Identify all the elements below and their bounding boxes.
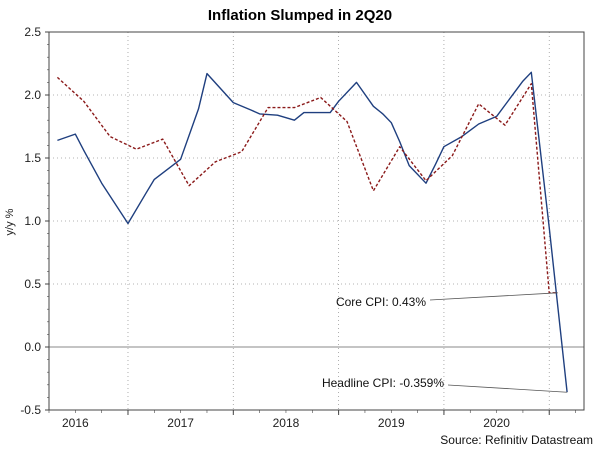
y-tick-label: 0.0: [24, 340, 41, 354]
annotations: Core CPI: 0.43% Headline CPI: -0.359%: [322, 292, 568, 393]
x-tick-label: 2017: [167, 416, 194, 430]
headline-cpi-annotation: Headline CPI: -0.359%: [322, 376, 444, 390]
y-axis-label: y/y %: [4, 208, 16, 235]
source-note: Source: Refinitiv Datastream: [440, 433, 593, 447]
core-cpi-annotation-leader: [429, 292, 558, 301]
headline-cpi-line: [57, 71, 568, 393]
x-tick-label: 2020: [483, 416, 510, 430]
x-tick-label: 2018: [273, 416, 300, 430]
x-axis-ticks: 2016 2017 2018 2019 2020: [48, 410, 576, 430]
y-tick-label: -0.5: [20, 403, 41, 417]
chart-title: Inflation Slumped in 2Q20: [208, 7, 392, 24]
y-tick-label: 1.5: [24, 151, 41, 165]
y-axis-ticks: 2.5 2.0 1.5 1.0 0.5 0.0 -0.5: [20, 25, 49, 417]
core-cpi-annotation: Core CPI: 0.43%: [336, 295, 426, 309]
y-tick-label: 2.0: [24, 88, 41, 102]
x-tick-label: 2016: [62, 416, 89, 430]
headline-cpi-annotation-leader: [447, 384, 568, 393]
series-lines: [56, 71, 568, 393]
y-tick-label: 0.5: [24, 277, 41, 291]
x-tick-label: 2019: [378, 416, 405, 430]
y-tick-label: 2.5: [24, 25, 41, 39]
core-cpi-line: [56, 76, 558, 294]
y-tick-label: 1.0: [24, 214, 41, 228]
